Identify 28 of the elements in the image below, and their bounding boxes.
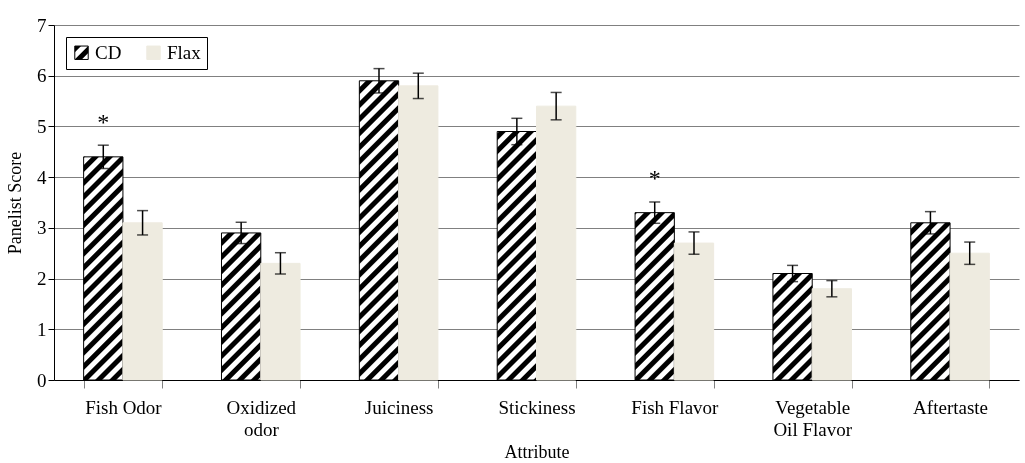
annotation: * (648, 164, 661, 191)
x-tick-label: Fish Odor (85, 396, 163, 418)
annotation: * (97, 108, 110, 135)
x-tick-label: Vegetable Oil Flavor (773, 396, 853, 440)
bar (949, 252, 990, 381)
y-tick-label: 5 (37, 115, 47, 137)
x-tick-label: Fish Flavor (631, 396, 720, 418)
bar (673, 242, 715, 381)
x-tick-label: Stickiness (498, 396, 576, 418)
y-tick-label: 2 (37, 268, 47, 290)
x-tick-label: Oxidized odor (226, 396, 297, 440)
y-tick-label: 3 (37, 217, 47, 239)
y-tick-label: 0 (37, 369, 47, 391)
x-axis-title: Attribute (504, 441, 570, 462)
bar (811, 288, 852, 381)
bar (398, 85, 439, 381)
legend-label: Flax (167, 41, 202, 63)
legend-label: CD (95, 41, 122, 63)
x-tick-label: Juiciness (364, 396, 434, 418)
x-tick-label: Aftertaste (913, 396, 989, 418)
bar (122, 222, 163, 381)
y-tick-label: 7 (37, 14, 47, 36)
bar (260, 262, 301, 381)
y-tick-label: 4 (37, 166, 47, 188)
bar (536, 105, 577, 381)
y-tick-label: 6 (37, 65, 47, 87)
y-tick-label: 1 (37, 318, 47, 340)
y-axis-title: Panelist Score (5, 151, 25, 255)
